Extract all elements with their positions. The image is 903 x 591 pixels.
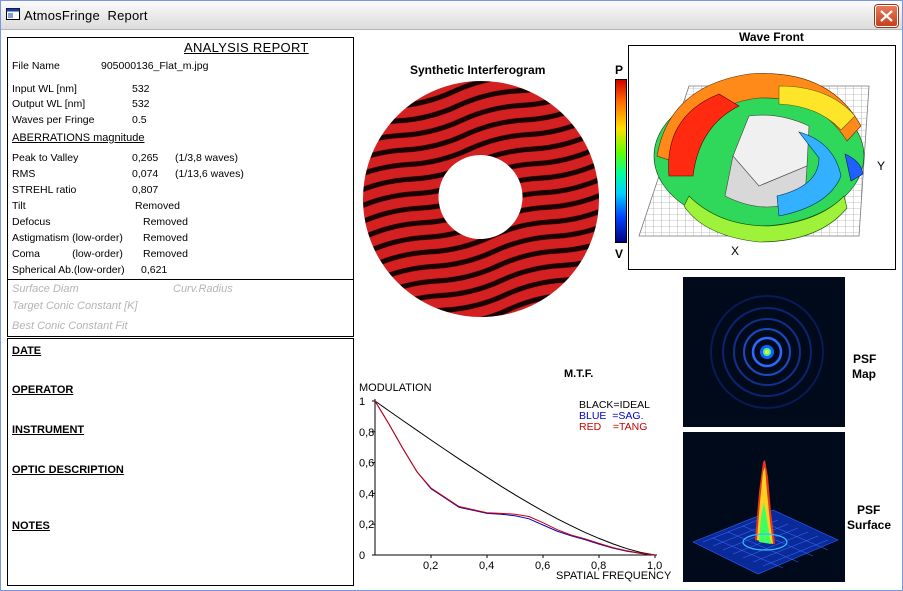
app-icon bbox=[6, 8, 20, 20]
aberr-row-label: Defocus bbox=[12, 216, 51, 228]
psf-map-rings bbox=[710, 295, 824, 409]
psf-surface bbox=[683, 432, 845, 582]
mtf-x-tick-label: 0,8 bbox=[591, 560, 606, 571]
surface-diam-label: Surface Diam bbox=[12, 283, 79, 295]
report-divider bbox=[8, 279, 353, 280]
mtf-series-line bbox=[374, 400, 656, 556]
output-wl-value: 532 bbox=[132, 98, 150, 110]
psf-map-label-1: PSF bbox=[853, 352, 877, 366]
aberr-row-value: 0,807 bbox=[132, 184, 159, 196]
psf-map-label-2: Map bbox=[852, 367, 876, 381]
interferogram-title: Synthetic Interferogram bbox=[410, 63, 546, 77]
mtf-y-tick-label: 0 bbox=[359, 550, 365, 562]
mtf-ylabel: MODULATION bbox=[359, 382, 432, 394]
aberr-row-value: 0,621 bbox=[141, 264, 168, 276]
wavefront-x-label: X bbox=[731, 244, 740, 258]
input-wl-label: Input WL [nm] bbox=[12, 83, 77, 95]
file-name-label: File Name bbox=[12, 60, 60, 72]
psf-surface-plot bbox=[692, 460, 839, 575]
close-icon bbox=[880, 10, 893, 22]
psf-surface-label-1: PSF bbox=[857, 503, 881, 517]
info-panel: DATE OPERATOR INSTRUMENT OPTIC DESCRIPTI… bbox=[7, 338, 354, 586]
aberr-row-value: Removed bbox=[143, 248, 188, 260]
report-title: ANALYSIS REPORT bbox=[184, 40, 309, 55]
optic-description-heading: OPTIC DESCRIPTION bbox=[12, 464, 124, 476]
operator-heading: OPERATOR bbox=[12, 384, 74, 396]
mtf-y-tick-label: 0,4 bbox=[359, 488, 374, 500]
aberr-row-value: Removed bbox=[143, 232, 188, 244]
close-button[interactable] bbox=[875, 5, 898, 27]
mtf-y-tick-label: 0,2 bbox=[359, 519, 374, 531]
aberr-row-value: Removed bbox=[143, 216, 188, 228]
mtf-xlabel: SPATIAL FREQUENCY bbox=[556, 570, 672, 582]
mtf-y-tick-label: 0,8 bbox=[359, 427, 374, 439]
mtf-x-tick-label: 0,6 bbox=[535, 560, 550, 571]
wavefront-title: Wave Front bbox=[739, 30, 804, 44]
mtf-x-tick-label: 0,4 bbox=[479, 560, 494, 571]
best-conic-label: Best Conic Constant Fit bbox=[12, 320, 128, 332]
mtf-x-tick-label: 1,0 bbox=[647, 560, 662, 571]
aberr-row-value: 0,265 bbox=[132, 152, 159, 164]
aberrations-heading: ABERRATIONS magnitude bbox=[12, 132, 145, 144]
aberr-row-label: Tilt bbox=[12, 200, 26, 212]
aberr-row-value: 0,074 bbox=[132, 168, 159, 180]
output-wl-label: Output WL [nm] bbox=[12, 98, 86, 110]
mtf-y-tick-label: 1 bbox=[359, 396, 365, 408]
date-heading: DATE bbox=[12, 345, 42, 357]
wavefront-panel: X Y bbox=[628, 45, 896, 270]
target-conic-label: Target Conic Constant [K] bbox=[12, 300, 138, 312]
aberr-row-label: Peak to Valley bbox=[12, 152, 79, 164]
synthetic-interferogram bbox=[357, 79, 605, 319]
scale-bottom-label: V bbox=[615, 247, 624, 261]
waves-per-fringe-value: 0.5 bbox=[132, 114, 147, 126]
scale-top-label: P bbox=[615, 63, 624, 77]
aberr-row-label: RMS bbox=[12, 168, 36, 180]
input-wl-value: 532 bbox=[132, 83, 150, 95]
aberr-row-value: Removed bbox=[135, 200, 180, 212]
mtf-series-line bbox=[374, 400, 656, 556]
mtf-legend-sag: BLUE =SAG. bbox=[579, 410, 644, 422]
mtf-title: M.T.F. bbox=[564, 368, 594, 380]
notes-heading: NOTES bbox=[12, 520, 50, 532]
psf-map bbox=[683, 277, 845, 427]
analysis-report-panel: ANALYSIS REPORT File Name 905000136_Flat… bbox=[7, 37, 354, 337]
window-title: AtmosFringe Report bbox=[24, 8, 148, 23]
mtf-legend: BLACK=IDEAL BLUE =SAG. RED =TANG bbox=[579, 400, 650, 433]
waves-per-fringe-label: Waves per Fringe bbox=[12, 114, 95, 126]
title-bar[interactable]: AtmosFringe Report bbox=[1, 1, 902, 30]
file-name-value: 905000136_Flat_m.jpg bbox=[101, 60, 209, 72]
aberr-row-label: STREHL ratio bbox=[12, 184, 77, 196]
aberr-row-label: Spherical Ab.(low-order) bbox=[12, 264, 125, 276]
mtf-y-tick-label: 0,6 bbox=[359, 458, 374, 470]
mtf-chart: 0 0,2 0,4 0,6 0,8 1 0,2 0,4 0,6 0,8 1,0 bbox=[359, 396, 662, 571]
wavefront-3d-plot bbox=[638, 73, 870, 243]
aberr-row-extra: (1/3,8 waves) bbox=[175, 152, 239, 164]
mtf-legend-ideal: BLACK=IDEAL bbox=[579, 399, 650, 411]
mtf-legend-tang: RED =TANG bbox=[579, 421, 648, 433]
wavefront-y-label: Y bbox=[877, 159, 886, 173]
mtf-x-tick-label: 0,2 bbox=[423, 560, 438, 571]
aberr-row-label: Coma (low-order) bbox=[12, 248, 123, 260]
aberr-row-label: Astigmatism (low-order) bbox=[12, 232, 123, 244]
aberr-row-extra: (1/13,6 waves) bbox=[175, 168, 244, 180]
psf-surface-label-2: Surface bbox=[847, 518, 892, 532]
instrument-heading: INSTRUMENT bbox=[12, 424, 85, 436]
color-scale-bar bbox=[615, 79, 627, 243]
curv-radius-label: Curv.Radius bbox=[173, 283, 233, 295]
